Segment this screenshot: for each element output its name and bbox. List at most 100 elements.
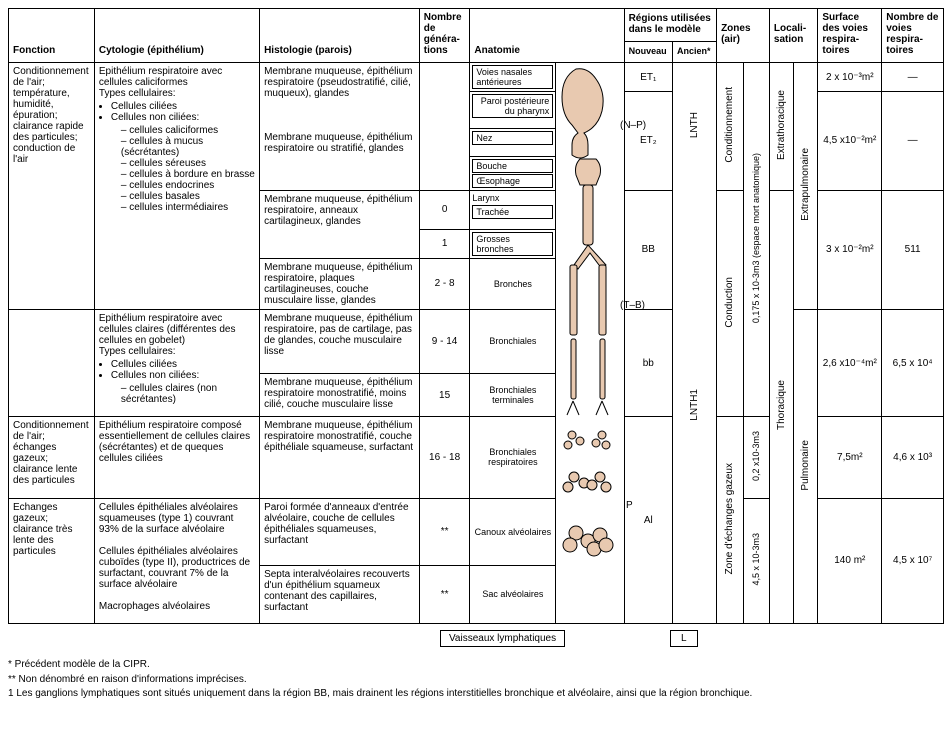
footnotes: * Précédent modèle de la CIPR. ** Non dé… [8,658,944,701]
anat-bronchiales-resp: Bronchiales respiratoires [470,417,556,498]
footnote-3: 1 Les ganglions lymphatiques sont situés… [8,687,944,701]
th-cytologie: Cytologie (épithélium) [94,9,259,63]
th-surface: Surface des voies respira-toires [818,9,882,63]
hist-2: Membrane muqueuse, épithélium respiratoi… [260,129,420,190]
hist-4: Membrane muqueuse, épithélium respiratoi… [260,258,420,309]
nmb-6: 4,5 x 10⁷ [882,498,944,623]
cyt1-d3: cellules séreuses [121,158,255,169]
anat-sac: Sac alvéolaires [470,565,556,624]
header-row-1: Fonction Cytologie (épithélium) Histolog… [9,9,944,42]
gen-28: 2 - 8 [419,258,470,309]
anat-larynx: Larynx Trachée [470,190,556,229]
cyt1-d6: cellules basales [121,191,255,202]
footnote-2: ** Non dénombré en raison d'informations… [8,673,944,687]
surf-1: 2 x 10⁻³m² [818,63,882,92]
th-anatomie: Anatomie [470,9,624,63]
surf-6: 140 m² [818,498,882,623]
airway-diagram [556,63,618,623]
gen-empty-top [419,63,470,191]
anat-bronchiales: Bronchiales [470,309,556,373]
zone-cond: Conditionnement [717,63,743,191]
anat-bouche: Bouche Œsophage [470,156,556,190]
surf-4: 2,6 x10⁻⁴m² [818,309,882,416]
hist-3: Membrane muqueuse, épithélium respiratoi… [260,190,420,258]
surf-2: 4,5 x10⁻²m² [818,92,882,191]
cytologie-1: Epithélium respiratoire avec cellules ca… [94,63,259,310]
hist-6: Membrane muqueuse, épithélium respiratoi… [260,373,420,417]
bottom-strip: Vaisseaux lymphatiques L [8,630,944,652]
th-generations: Nombre de généra-tions [419,9,470,63]
anat-voies: Voies nasales antérieures [470,63,556,92]
loc-thor: Thoracique [769,190,793,623]
reg-bb-up: BB [624,190,672,309]
reg-al: Al [624,417,672,624]
fonction-1: Conditionnement de l'air; température, h… [9,63,95,310]
respiratory-model-table: Fonction Cytologie (épithélium) Histolog… [8,8,944,624]
th-fonction: Fonction [9,9,95,63]
ancien-np: (N–P) [620,120,646,131]
gen-1: 1 [419,229,470,258]
hist-1: Membrane muqueuse, épithélium respiratoi… [260,63,420,129]
zone-vol3: 4,5 x 10-3m3 [743,498,769,623]
cyt1-d2: cellules à mucus (sécrétantes) [121,136,255,158]
row-bronchiales: Epithélium respiratoire avec cellules cl… [9,309,944,373]
cyt1-b2: Cellules non ciliées: cellules calicifor… [111,112,255,213]
th-histologie: Histologie (parois) [260,9,420,63]
th-zones: Zones (air) [717,9,770,63]
cyt1-types: Types cellulaires: [99,88,176,99]
nmb-4: 6,5 x 10⁴ [882,309,944,416]
cytologie-2: Epithélium respiratoire avec cellules cl… [94,309,259,416]
hist-7: Membrane muqueuse, épithélium respiratoi… [260,417,420,498]
hist-5: Membrane muqueuse, épithélium respiratoi… [260,309,420,373]
anat-canoux: Canoux alvéolaires [470,498,556,565]
th-nouveau: Nouveau [624,42,672,63]
hist-8: Paroi formée d'anneaux d'entrée alvéolai… [260,498,420,565]
gen-914: 9 - 14 [419,309,470,373]
reg-et2: ET₂ [624,92,672,191]
zone-vol2: 0,2 x10-3m3 [743,417,769,498]
nmb-3: 511 [882,190,944,309]
th-ancien: Ancien* [673,42,717,63]
surf-5: 7,5m² [818,417,882,498]
gen-star1: ** [419,498,470,565]
gen-star2: ** [419,565,470,624]
anat-bronches: Bronches [470,258,556,309]
cyt1-intro: Epithélium respiratoire avec cellules ca… [99,66,222,88]
gen-15: 15 [419,373,470,417]
reg-bb-low: bb [624,309,672,416]
fonction-2: Conditionnement de l'air; échanges gazeu… [9,417,95,498]
row-et1: Conditionnement de l'air; température, h… [9,63,944,92]
th-nombre: Nombre de voies respira-toires [882,9,944,63]
cyt1-d1: cellules caliciformes [121,125,255,136]
ancien-tb: (T–B) [620,300,645,311]
reg-lnth1: LNTH1 [673,190,717,623]
ancien-p: P [626,500,633,511]
gen-1618: 16 - 18 [419,417,470,498]
loc-extrapulm: Extrapulmonaire [794,63,818,310]
surf-3: 3 x 10⁻²m² [818,190,882,309]
anatomy-diagram-cell [556,63,624,624]
reg-et1: ET₁ [624,63,672,92]
nmb-2: — [882,92,944,191]
gen-0: 0 [419,190,470,229]
zone-conduction: Conduction [717,190,743,417]
footnote-1: * Précédent modèle de la CIPR. [8,658,944,672]
fonction-1b [9,309,95,416]
loc-pulm: Pulmonaire [794,309,818,623]
th-localisation: Locali-sation [769,9,817,63]
anat-bronchiales-term: Bronchiales terminales [470,373,556,417]
loc-extrath: Extrathoracique [769,63,793,191]
nmb-1: — [882,63,944,92]
cyt1-d4: cellules à bordure en brasse [121,169,255,180]
cyt1-d5: cellules endocrines [121,180,255,191]
th-regions: Régions utilisées dans le modèle [624,9,717,42]
hist-9: Septa interalvéolaires recouverts d'un é… [260,565,420,624]
reg-l: L [670,630,698,647]
zone-echanges: Zone d'échanges gazeux [717,417,743,624]
cyt1-b1: Cellules ciliées [111,101,255,112]
anat-paroi: Paroi postérieure du pharynx [470,92,556,129]
cyt1-d7: cellules intermédiaires [121,202,255,213]
fonction-3: Echanges gazeux; clairance très lente de… [9,498,95,623]
anat-lymph: Vaisseaux lymphatiques [440,630,565,647]
zone-vol1: 0,175 x 10-3m3 (espace mort anatomique) [743,63,769,417]
